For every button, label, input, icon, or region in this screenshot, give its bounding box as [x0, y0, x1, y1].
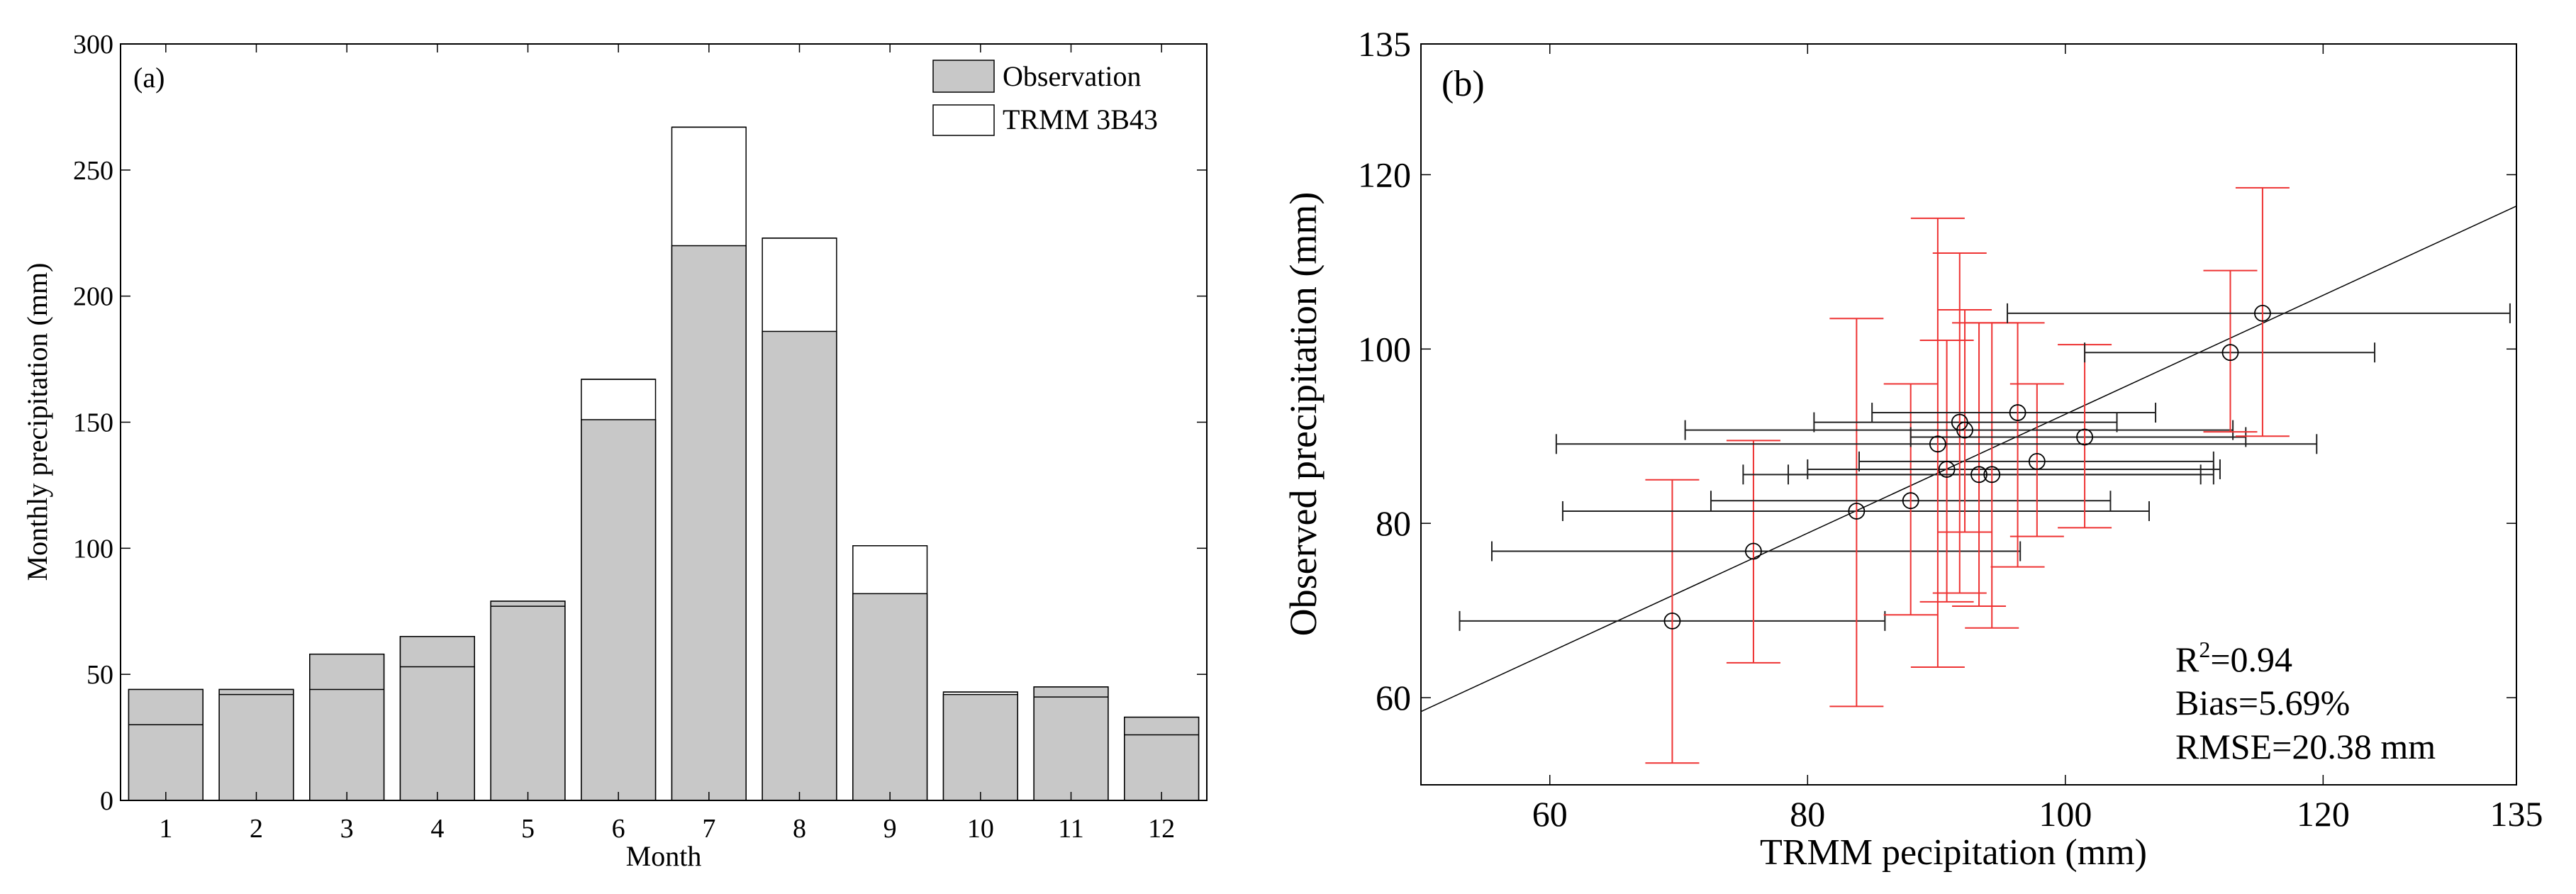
data-point: [1983, 466, 2001, 484]
data-point: [2076, 428, 2093, 446]
legend-swatch-observation: [932, 60, 995, 93]
bar-observation-month-8: [762, 330, 837, 801]
x-tick-label: 2: [250, 814, 263, 844]
y-tick-label: 250: [73, 156, 113, 186]
x-tick-label: 135: [2490, 794, 2543, 834]
bar-observation-month-6: [581, 419, 657, 801]
x-tick-label: 5: [521, 814, 535, 844]
y-tick-label: 200: [73, 282, 113, 312]
bar-observation-month-1: [128, 688, 203, 801]
error-bars-group: [1459, 186, 2511, 764]
data-point: [1663, 612, 1681, 630]
legend: Observation TRMM 3B43: [932, 60, 1158, 136]
data-point: [1938, 461, 1956, 478]
y-tick-label: 150: [73, 408, 113, 438]
points-group: [1663, 304, 2271, 630]
data-point: [1902, 492, 1919, 510]
y-tick-label: 50: [87, 660, 113, 690]
x-axis-label: Month: [626, 840, 702, 872]
bar-observation-month-2: [218, 688, 294, 801]
x-tick-label: 8: [793, 814, 806, 844]
stat-r2: R2=0.94: [2175, 637, 2292, 679]
legend-label-observation: Observation: [1003, 60, 1142, 92]
bar-observation-month-4: [399, 636, 475, 801]
x-tick-label: 6: [612, 814, 625, 844]
y-tick-label: 0: [100, 786, 113, 816]
panel-b-scatter-chart: 60 80 100 120 135 60 80 100 120 135 (b) TRMM pec…: [1282, 24, 2543, 873]
bar-observation-month-10: [942, 693, 1018, 801]
x-tick-label: 1: [159, 814, 172, 844]
bar-observation-month-5: [490, 600, 566, 801]
y-axis-label: Monthly precipitation (mm): [21, 263, 53, 581]
data-point: [2254, 304, 2271, 322]
x-tick-label: 10: [967, 814, 994, 844]
bar-observation-month-11: [1033, 686, 1109, 801]
x-tick-label: 11: [1058, 814, 1084, 844]
legend-label-trmm: TRMM 3B43: [1003, 104, 1158, 135]
y-tick-label: 100: [73, 534, 113, 564]
stat-bias: Bias=5.69%: [2175, 683, 2350, 722]
stats-box: R2=0.94 Bias=5.69% RMSE=20.38 mm: [2175, 637, 2436, 766]
y-tick-label: 120: [1358, 155, 1411, 194]
x-tick-label: 120: [2297, 794, 2350, 834]
panel-label: (b): [1442, 64, 1485, 104]
stat-rmse: RMSE=20.38 mm: [2175, 727, 2436, 766]
y-axis-ticks: 0 50 100 150 200 250 300: [73, 30, 1207, 816]
x-axis-ticks: 1 2 3 4 5 6 7 8 9 10 11 12: [159, 44, 1175, 844]
bars-group: [128, 126, 1200, 801]
data-point: [1745, 542, 1762, 560]
plot-frame: [120, 43, 1208, 801]
y-tick-label: 300: [73, 30, 113, 60]
x-tick-label: 60: [1532, 794, 1568, 834]
x-tick-label: 7: [702, 814, 715, 844]
panel-label: (a): [133, 62, 165, 94]
x-tick-label: 80: [1790, 794, 1825, 834]
x-tick-label: 12: [1148, 814, 1175, 844]
y-axis-label: Observed precipitation (mm): [1282, 192, 1325, 637]
data-point: [2009, 404, 2026, 421]
fit-line: [1421, 205, 2516, 713]
data-point: [2221, 344, 2239, 362]
data-point: [1929, 435, 1946, 453]
x-axis-label: TRMM pecipitation (mm): [1760, 832, 2147, 873]
y-tick-label: 135: [1358, 24, 1411, 64]
y-axis-ticks: 60 80 100 120 135: [1358, 24, 2516, 717]
x-tick-label: 9: [883, 814, 897, 844]
bar-observation-month-12: [1124, 716, 1200, 801]
x-tick-label: 100: [2039, 794, 2092, 834]
y-tick-label: 100: [1358, 329, 1411, 369]
bar-observation-month-9: [852, 593, 928, 801]
x-tick-label: 3: [340, 814, 354, 844]
plot-frame: [1420, 43, 2517, 786]
bar-observation-month-3: [309, 653, 385, 801]
x-axis-ticks: 60 80 100 120 135: [1532, 44, 2543, 834]
data-point: [2028, 452, 2046, 470]
data-point: [1970, 466, 1987, 484]
legend-swatch-trmm: [932, 104, 995, 136]
x-tick-label: 4: [430, 814, 444, 844]
fit-line-group: [1421, 205, 2516, 713]
y-tick-label: 60: [1376, 678, 1411, 717]
data-point: [1848, 503, 1866, 520]
bar-observation-month-7: [671, 245, 747, 801]
y-tick-label: 80: [1376, 503, 1411, 543]
data-point: [1956, 421, 1973, 439]
